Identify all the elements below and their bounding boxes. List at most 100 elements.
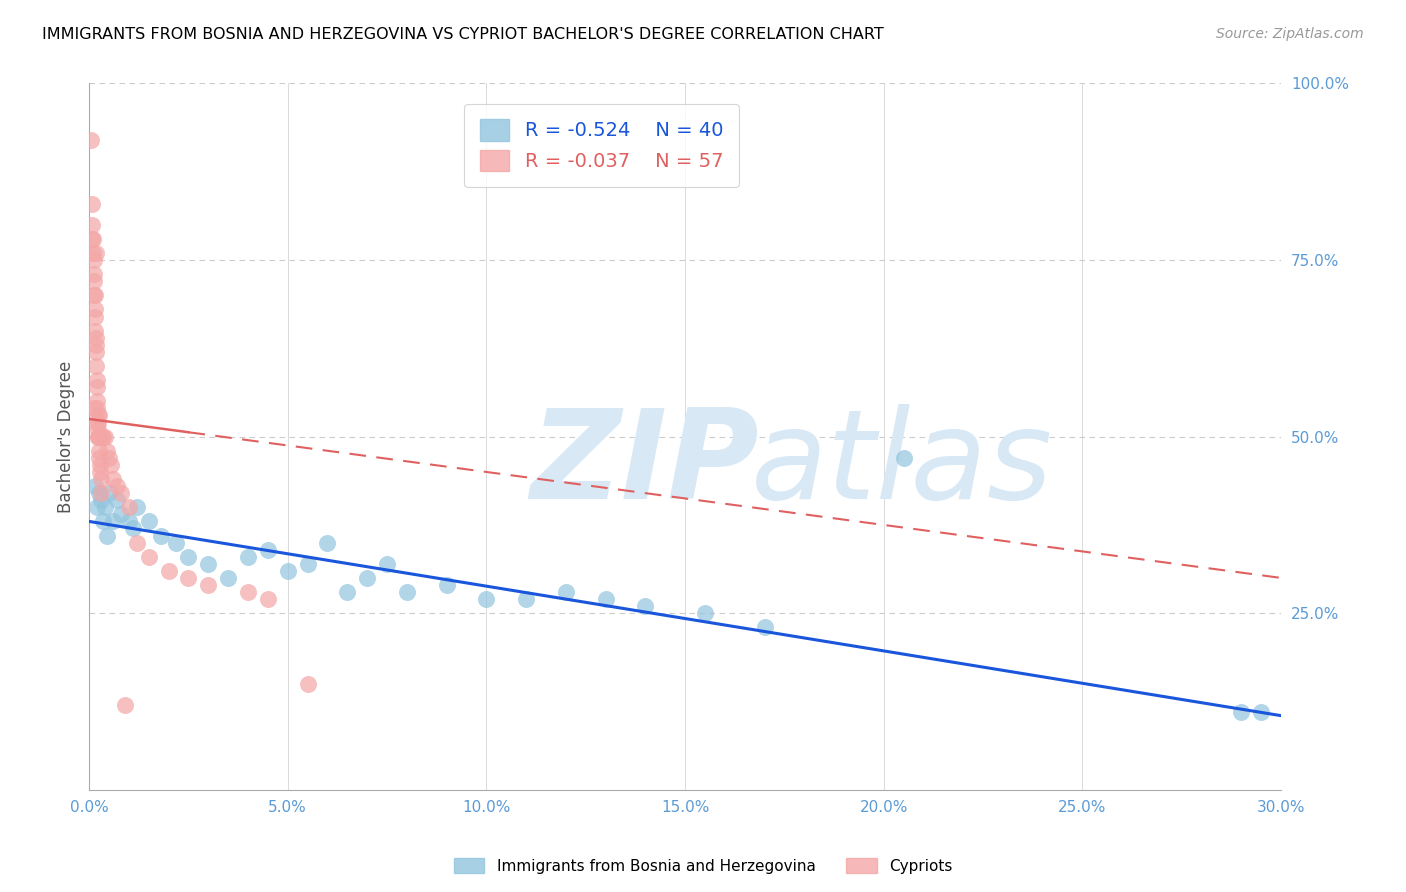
Point <box>118 515 141 529</box>
Point <box>149 528 172 542</box>
Point <box>105 493 128 508</box>
Point <box>91 515 114 529</box>
Point <box>297 677 319 691</box>
Point <box>515 592 537 607</box>
Point <box>101 515 124 529</box>
Point <box>84 288 107 302</box>
Point <box>236 585 259 599</box>
Point <box>84 324 107 338</box>
Point <box>1250 705 1272 719</box>
Point <box>87 430 110 444</box>
Point <box>236 549 259 564</box>
Point <box>96 443 118 458</box>
Text: IMMIGRANTS FROM BOSNIA AND HERZEGOVINA VS CYPRIOT BACHELOR'S DEGREE CORRELATION : IMMIGRANTS FROM BOSNIA AND HERZEGOVINA V… <box>42 27 884 42</box>
Point <box>86 500 108 515</box>
Point <box>87 443 110 458</box>
Point <box>375 557 398 571</box>
Point <box>138 549 160 564</box>
Text: Source: ZipAtlas.com: Source: ZipAtlas.com <box>1216 27 1364 41</box>
Point <box>554 585 576 599</box>
Point <box>89 458 111 472</box>
Point <box>166 535 188 549</box>
Point <box>83 288 105 302</box>
Point <box>125 535 148 549</box>
Point <box>83 401 105 416</box>
Point <box>87 430 110 444</box>
Point <box>87 409 110 423</box>
Point <box>80 133 103 147</box>
Y-axis label: Bachelor's Degree: Bachelor's Degree <box>58 360 75 513</box>
Point <box>90 486 112 500</box>
Point <box>90 493 112 508</box>
Point <box>110 508 132 522</box>
Point <box>84 479 107 493</box>
Point <box>84 344 107 359</box>
Point <box>634 599 657 614</box>
Point <box>97 450 120 465</box>
Point <box>114 698 136 712</box>
Point <box>197 557 219 571</box>
Point <box>82 218 104 232</box>
Point <box>84 310 107 324</box>
Point <box>82 246 104 260</box>
Point <box>693 606 716 620</box>
Text: ZIP: ZIP <box>530 404 759 525</box>
Point <box>94 500 117 515</box>
Point <box>297 557 319 571</box>
Legend: Immigrants from Bosnia and Herzegovina, Cypriots: Immigrants from Bosnia and Herzegovina, … <box>447 852 959 880</box>
Point <box>105 479 128 493</box>
Point <box>754 620 776 634</box>
Point <box>336 585 359 599</box>
Point <box>83 253 105 268</box>
Point <box>89 450 111 465</box>
Point <box>84 302 107 317</box>
Point <box>82 232 104 246</box>
Point <box>84 359 107 373</box>
Point <box>125 500 148 515</box>
Point <box>86 394 108 409</box>
Point <box>87 409 110 423</box>
Point <box>97 486 120 500</box>
Point <box>94 430 117 444</box>
Point <box>138 515 160 529</box>
Point <box>87 486 110 500</box>
Point <box>96 528 118 542</box>
Point <box>82 232 104 246</box>
Point <box>217 571 239 585</box>
Point <box>86 401 108 416</box>
Point <box>110 486 132 500</box>
Point <box>90 430 112 444</box>
Point <box>595 592 617 607</box>
Point <box>89 465 111 479</box>
Point <box>87 423 110 437</box>
Point <box>86 373 108 387</box>
Point <box>197 578 219 592</box>
Point <box>395 585 418 599</box>
Point <box>83 274 105 288</box>
Point <box>84 331 107 345</box>
Point <box>1230 705 1253 719</box>
Point <box>157 564 180 578</box>
Point <box>90 472 112 486</box>
Point <box>100 458 122 472</box>
Point <box>177 571 200 585</box>
Point <box>316 535 339 549</box>
Point <box>257 592 280 607</box>
Point <box>86 416 108 430</box>
Point <box>84 246 107 260</box>
Point <box>177 549 200 564</box>
Point <box>436 578 458 592</box>
Legend: R = -0.524    N = 40, R = -0.037    N = 57: R = -0.524 N = 40, R = -0.037 N = 57 <box>464 103 738 187</box>
Point <box>87 416 110 430</box>
Point <box>87 430 110 444</box>
Point <box>893 450 915 465</box>
Point <box>101 472 124 486</box>
Point <box>86 380 108 394</box>
Point <box>356 571 378 585</box>
Point <box>118 500 141 515</box>
Point <box>80 196 103 211</box>
Point <box>91 430 114 444</box>
Point <box>121 521 143 535</box>
Point <box>277 564 299 578</box>
Point <box>83 267 105 281</box>
